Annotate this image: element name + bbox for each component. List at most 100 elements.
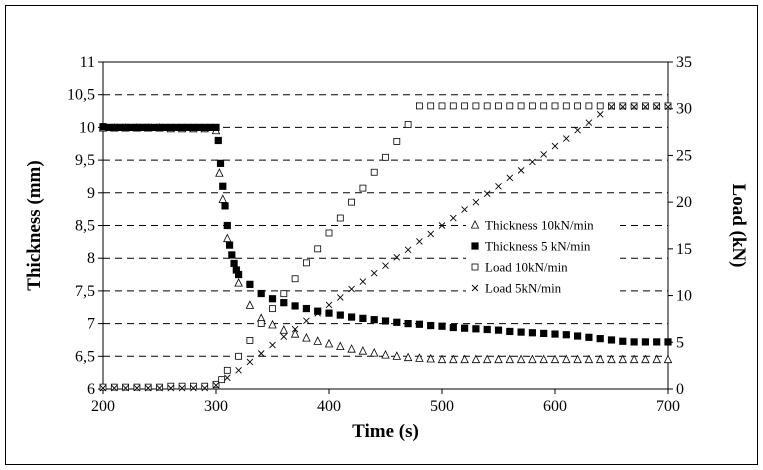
- data-point: [178, 382, 186, 390]
- data-point: [574, 102, 581, 110]
- data-point: [279, 325, 289, 334]
- data-point: [562, 331, 570, 339]
- data-point: [257, 350, 265, 357]
- legend-label: Load 10kN/min: [485, 260, 568, 275]
- y-right-axis-title: Load (kN): [728, 184, 749, 268]
- data-point: [370, 316, 378, 324]
- data-point: [461, 324, 469, 332]
- data-point: [336, 341, 345, 350]
- data-point: [483, 325, 491, 334]
- data-point: [517, 102, 525, 110]
- y-right-tick-label: 25: [676, 147, 692, 164]
- data-point: [235, 270, 243, 279]
- chart-frame: [5, 5, 758, 465]
- data-point: [540, 151, 548, 158]
- data-point: [517, 167, 525, 174]
- x-tick-label: 600: [543, 398, 567, 415]
- data-point: [416, 238, 423, 245]
- data-point: [167, 382, 175, 390]
- data-point: [630, 103, 638, 111]
- data-point: [189, 123, 197, 131]
- data-point: [303, 317, 310, 325]
- data-point: [189, 382, 197, 390]
- data-point: [540, 329, 548, 338]
- data-point: [348, 285, 355, 293]
- data-point: [619, 337, 627, 345]
- data-point: [608, 102, 615, 110]
- data-point: [201, 123, 209, 131]
- data-point: [218, 376, 226, 384]
- data-point: [313, 336, 322, 345]
- data-point: [529, 102, 536, 110]
- legend-marker: [471, 284, 479, 292]
- data-point: [219, 182, 227, 190]
- data-point: [127, 123, 135, 131]
- data-point: [268, 319, 277, 329]
- legend-marker: [470, 220, 480, 229]
- data-point: [144, 383, 152, 391]
- data-point: [653, 338, 661, 346]
- data-point: [392, 351, 402, 360]
- data-point: [653, 102, 661, 110]
- data-point: [585, 102, 593, 110]
- data-point: [427, 321, 435, 330]
- x-axis-title: Time (s): [352, 421, 419, 442]
- data-point: [506, 102, 514, 110]
- legend-marker: [471, 263, 479, 271]
- data-point: [393, 318, 401, 326]
- data-point: [314, 307, 322, 315]
- data-point: [291, 325, 299, 333]
- data-point: [216, 159, 225, 167]
- y-left-tick-label: 10: [79, 119, 95, 136]
- data-marks: [98, 102, 673, 392]
- data-point: [653, 103, 661, 111]
- data-point: [585, 119, 593, 127]
- data-point: [138, 123, 147, 131]
- data-point: [161, 123, 169, 131]
- data-point: [184, 123, 192, 131]
- y-right-tick-label: 20: [676, 194, 692, 211]
- data-point: [517, 328, 525, 336]
- y-left-axis-title: Thickness (mm): [24, 160, 45, 290]
- data-point: [348, 198, 356, 206]
- data-point: [257, 289, 265, 298]
- data-point: [664, 103, 672, 111]
- data-point: [393, 253, 401, 261]
- data-point: [619, 102, 627, 110]
- data-point: [99, 384, 107, 392]
- x-tick-label: 500: [430, 398, 454, 415]
- data-point: [150, 123, 158, 131]
- data-point: [122, 383, 129, 391]
- data-point: [438, 322, 446, 330]
- data-point: [471, 354, 481, 364]
- y-left-tick-label: 8: [87, 250, 95, 267]
- data-point: [302, 304, 310, 313]
- data-point: [133, 123, 141, 131]
- x-tick-label: 200: [91, 398, 115, 415]
- data-point: [133, 384, 141, 392]
- data-point: [382, 153, 389, 161]
- data-point: [144, 123, 152, 131]
- data-point: [495, 182, 502, 190]
- data-point: [618, 354, 628, 364]
- data-point: [369, 348, 379, 357]
- data-point: [358, 346, 368, 355]
- data-point: [483, 190, 491, 198]
- data-point: [302, 259, 310, 267]
- data-point: [427, 230, 435, 238]
- data-point: [348, 313, 356, 321]
- data-point: [393, 138, 401, 145]
- data-point: [437, 354, 447, 364]
- data-point: [156, 383, 163, 391]
- data-point: [449, 102, 457, 110]
- y-left-tick-label: 8,5: [75, 218, 95, 235]
- data-point: [201, 382, 209, 390]
- data-point: [574, 126, 581, 134]
- data-point: [234, 278, 243, 287]
- legend: Thickness 10kN/min Thickness 5 kN/min Load…: [466, 212, 620, 302]
- series-2: [99, 102, 672, 391]
- data-point: [144, 384, 152, 392]
- y-right-tick-label: 0: [676, 381, 684, 398]
- legend-label: Thickness 5 kN/min: [485, 239, 591, 254]
